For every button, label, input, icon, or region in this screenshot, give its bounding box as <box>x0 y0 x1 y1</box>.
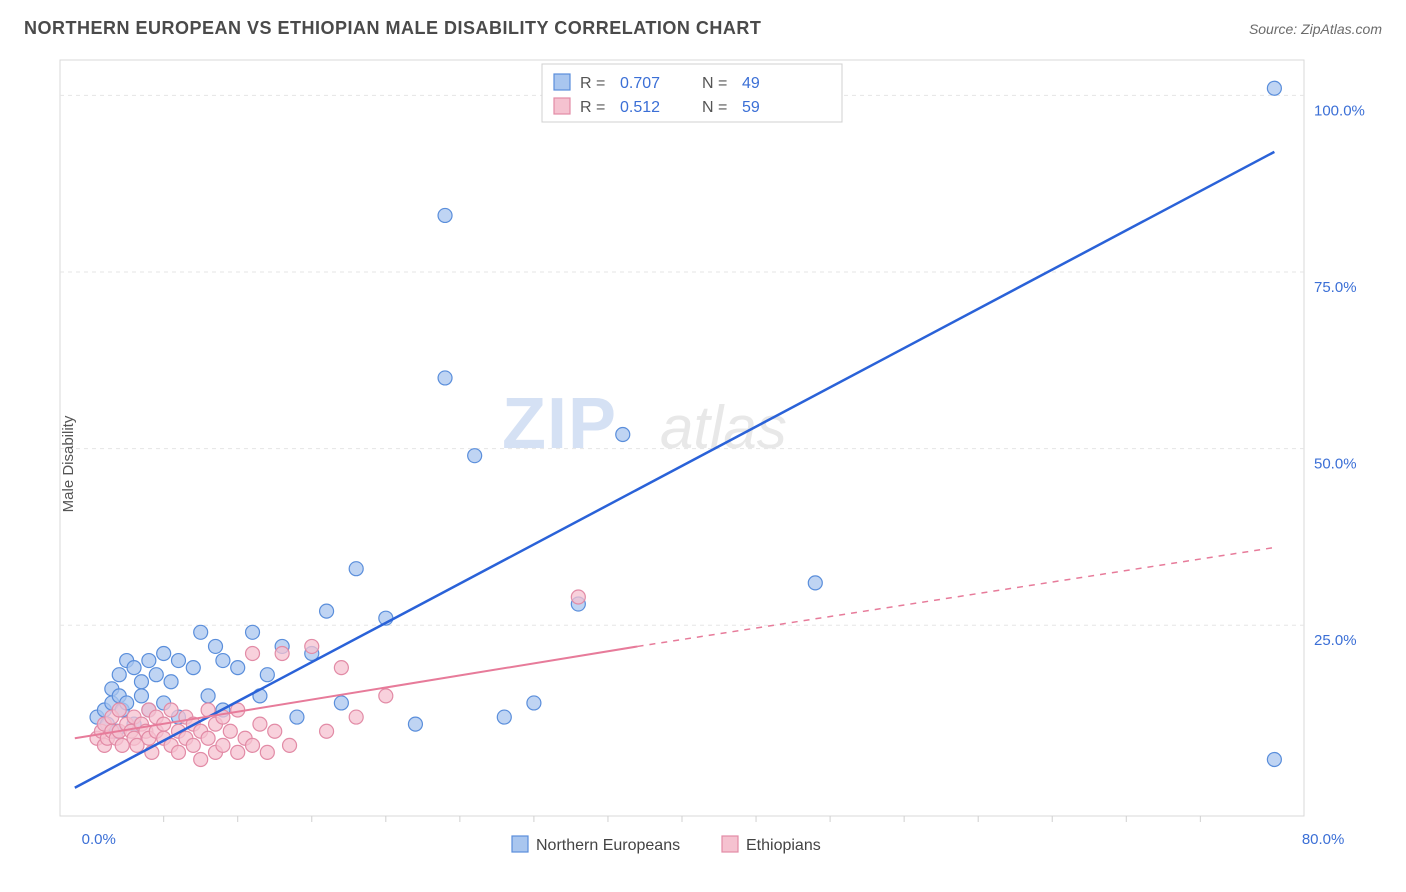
watermark-zip: ZIP <box>502 384 617 464</box>
data-point <box>149 668 163 682</box>
data-point <box>209 639 223 653</box>
data-point <box>216 738 230 752</box>
legend-R-label: R = <box>580 75 605 92</box>
data-point <box>468 449 482 463</box>
data-point <box>134 689 148 703</box>
chart-title: NORTHERN EUROPEAN VS ETHIOPIAN MALE DISA… <box>24 18 761 39</box>
legend-series-label: Ethiopians <box>746 837 821 854</box>
data-point <box>283 738 297 752</box>
legend-R-label: R = <box>580 99 605 116</box>
legend-swatch-blue-icon <box>554 74 570 90</box>
data-point <box>320 724 334 738</box>
chart-area: Male Disability 25.0% 50.0% 75.0% 100.0% 0.0… <box>24 54 1382 874</box>
data-point <box>320 604 334 618</box>
data-point <box>275 646 289 660</box>
data-point <box>246 625 260 639</box>
data-point <box>142 654 156 668</box>
chart-source: Source: ZipAtlas.com <box>1249 21 1382 37</box>
legend-R-value: 0.707 <box>620 75 660 92</box>
scatter-chart: 25.0% 50.0% 75.0% 100.0% 0.0% 80.0% ZIP atlas R … <box>24 54 1382 874</box>
data-point <box>157 646 171 660</box>
data-point <box>290 710 304 724</box>
data-point <box>571 590 585 604</box>
y-tick-label: 75.0% <box>1314 279 1357 296</box>
data-point <box>201 731 215 745</box>
data-point <box>171 654 185 668</box>
legend-N-label: N = <box>702 75 727 92</box>
trend-line-blue <box>75 152 1275 788</box>
data-point <box>216 654 230 668</box>
data-point <box>349 562 363 576</box>
data-point <box>268 724 282 738</box>
data-point <box>194 625 208 639</box>
data-point <box>438 371 452 385</box>
data-point <box>334 696 348 710</box>
data-point <box>201 689 215 703</box>
x-tick-label: 0.0% <box>82 831 116 848</box>
data-point <box>194 752 208 766</box>
data-point <box>112 668 126 682</box>
data-point <box>127 661 141 675</box>
data-point <box>186 661 200 675</box>
data-point <box>260 745 274 759</box>
legend-swatch-pink-icon <box>722 836 738 852</box>
legend-R-value: 0.512 <box>620 99 660 116</box>
y-tick-label: 25.0% <box>1314 632 1357 649</box>
data-point <box>164 703 178 717</box>
data-point <box>231 661 245 675</box>
legend-series-label: Northern Europeans <box>536 837 680 854</box>
trend-line-pink-dashed <box>638 548 1275 647</box>
legend-N-value: 59 <box>742 99 760 116</box>
y-tick-label: 100.0% <box>1314 102 1365 119</box>
legend-swatch-blue-icon <box>512 836 528 852</box>
data-point <box>1267 752 1281 766</box>
data-point <box>134 675 148 689</box>
legend-N-label: N = <box>702 99 727 116</box>
data-point <box>1267 81 1281 95</box>
data-point <box>112 703 126 717</box>
data-point <box>186 738 200 752</box>
y-axis-label: Male Disability <box>60 416 77 513</box>
data-point <box>408 717 422 731</box>
data-point <box>171 745 185 759</box>
data-point <box>527 696 541 710</box>
data-point <box>334 661 348 675</box>
data-point <box>305 639 319 653</box>
data-point <box>497 710 511 724</box>
data-point <box>349 710 363 724</box>
data-point <box>164 675 178 689</box>
data-point <box>379 689 393 703</box>
data-point <box>808 576 822 590</box>
data-point <box>616 427 630 441</box>
data-point <box>246 738 260 752</box>
data-point <box>223 724 237 738</box>
data-point <box>246 646 260 660</box>
watermark-atlas: atlas <box>660 394 787 461</box>
y-tick-label: 50.0% <box>1314 456 1357 473</box>
data-point <box>438 208 452 222</box>
chart-header: NORTHERN EUROPEAN VS ETHIOPIAN MALE DISA… <box>0 0 1406 49</box>
legend-swatch-pink-icon <box>554 98 570 114</box>
data-point <box>253 717 267 731</box>
x-tick-label: 80.0% <box>1302 831 1345 848</box>
data-point <box>260 668 274 682</box>
data-point <box>231 745 245 759</box>
legend-N-value: 49 <box>742 75 760 92</box>
